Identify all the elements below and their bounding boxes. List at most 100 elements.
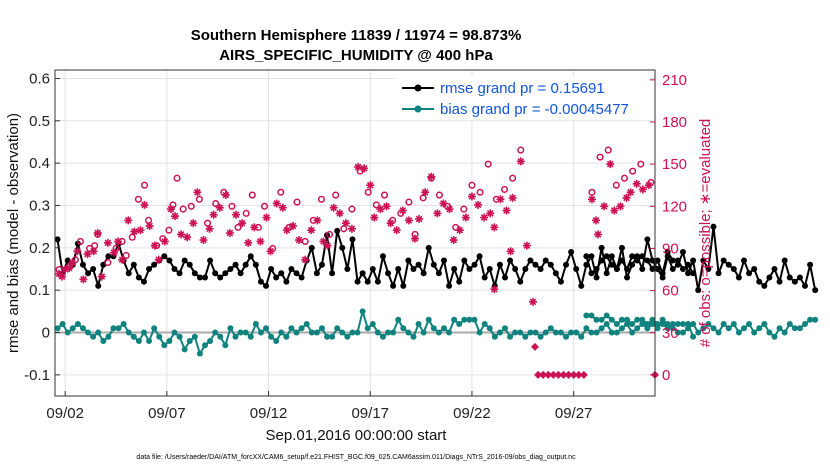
rmse-point	[618, 244, 625, 251]
rmse-point	[471, 261, 478, 268]
bias-point	[446, 329, 453, 336]
rmse-point	[507, 257, 514, 264]
bias-point	[303, 321, 310, 328]
bias-point	[344, 333, 351, 340]
rmse-point	[369, 265, 376, 272]
obs-possible-point	[332, 191, 340, 199]
y2-tick-label: 120	[662, 198, 687, 215]
obs-possible-point	[612, 181, 620, 189]
obs-evaluated-point	[209, 210, 218, 219]
bias-point	[629, 321, 636, 328]
bias-point	[257, 329, 264, 336]
rmse-point	[690, 257, 697, 264]
rmse-point	[649, 265, 656, 272]
rmse-point	[685, 270, 692, 277]
obs-zero-point	[554, 370, 563, 379]
bias-point	[95, 329, 102, 336]
bias-point	[186, 337, 193, 344]
bias-point	[191, 333, 198, 340]
bias-point	[212, 329, 219, 336]
obs-evaluated-point	[114, 237, 123, 246]
obs-evaluated-point	[301, 255, 310, 264]
bias-point	[491, 333, 498, 340]
obs-evaluated-point	[136, 226, 145, 235]
bias-point	[471, 316, 478, 323]
bias-point	[634, 316, 641, 323]
rmse-point	[598, 244, 605, 251]
y-tick-label: -0.1	[24, 367, 50, 384]
rmse-point	[196, 274, 203, 281]
obs-possible-point	[588, 188, 596, 196]
rmse-point	[329, 270, 336, 277]
rmse-point	[288, 265, 295, 272]
y2-ticks: 0 30 60 90 120 150 180 210	[650, 72, 687, 384]
obs-evaluated-point	[522, 241, 531, 250]
bias-point	[756, 325, 763, 332]
obs-evaluated-point	[594, 230, 603, 239]
obs-evaluated-point	[626, 188, 635, 197]
rmse-point	[130, 261, 137, 268]
rmse-point	[527, 257, 534, 264]
obs-evaluated-point	[376, 205, 385, 214]
bias-point	[715, 329, 722, 336]
obs-evaluated-point	[262, 213, 271, 222]
bias-point	[227, 325, 234, 332]
rmse-point	[278, 270, 285, 277]
obs-evaluated-point	[474, 200, 483, 209]
obs-evaluated-point	[79, 275, 88, 284]
bias-point	[329, 333, 336, 340]
bias-point	[425, 316, 432, 323]
obs-evaluated-point	[307, 226, 316, 235]
rmse-point	[334, 227, 341, 234]
obs-evaluated-point	[238, 219, 247, 228]
rmse-point	[568, 249, 575, 256]
rmse-point	[786, 274, 793, 281]
obs-evaluated-point	[490, 285, 499, 294]
obs-possible-point	[435, 191, 443, 199]
bias-point	[654, 325, 661, 332]
bias-point	[618, 325, 625, 332]
bias-point	[166, 337, 173, 344]
bias-point	[624, 316, 631, 323]
rmse-point	[247, 253, 254, 260]
bias-point	[740, 325, 747, 332]
bias-point	[507, 333, 514, 340]
rmse-point	[476, 253, 483, 260]
obs-evaluated-point	[282, 226, 291, 235]
x-axis-label: Sep.01,2016 00:00:00 start	[266, 427, 448, 444]
bias-point	[578, 333, 585, 340]
bias-point	[532, 329, 539, 336]
bias-point	[273, 337, 280, 344]
rmse-point	[512, 265, 519, 272]
bias-point	[395, 316, 402, 323]
rmse-point	[517, 278, 524, 285]
rmse-point	[557, 278, 564, 285]
bias-point	[690, 321, 697, 328]
bias-point	[786, 321, 793, 328]
obs-possible-point	[165, 226, 173, 234]
bias-point	[313, 329, 320, 336]
rmse-point	[318, 261, 325, 268]
bias-point	[664, 321, 671, 328]
obs-evaluated-point	[145, 221, 154, 230]
rmse-point	[613, 265, 620, 272]
rmse-point	[563, 261, 570, 268]
chart-title-line2: AIRS_SPECIFIC_HUMIDITY @ 400 hPa	[219, 47, 493, 64]
bias-point	[639, 321, 646, 328]
bias-point	[461, 316, 468, 323]
bias-point	[400, 325, 407, 332]
rmse-point	[740, 257, 747, 264]
bias-point	[115, 325, 122, 332]
bias-point	[583, 312, 590, 319]
bias-point	[379, 333, 386, 340]
obs-zero-point	[559, 370, 568, 379]
rmse-point	[705, 265, 712, 272]
obs-evaluated-point	[455, 226, 464, 235]
rmse-point	[603, 253, 610, 260]
obs-possible-point	[517, 146, 525, 154]
rmse-point	[308, 244, 315, 251]
rmse-point	[298, 274, 305, 281]
bias-point	[207, 337, 214, 344]
obs-evaluated-point	[65, 264, 74, 273]
bias-point	[349, 329, 356, 336]
